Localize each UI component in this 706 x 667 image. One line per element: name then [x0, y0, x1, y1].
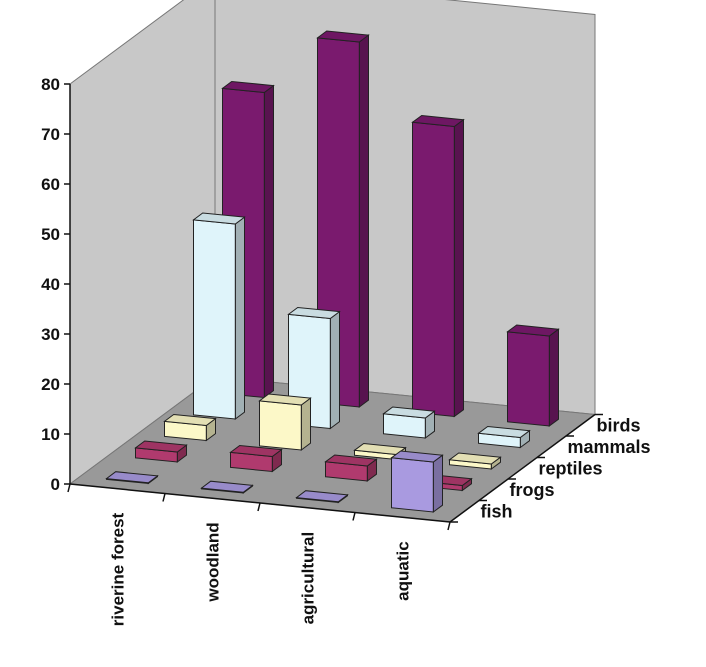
x-tick	[352, 512, 356, 521]
y-tick-label: 40	[41, 275, 60, 294]
series-label: reptiles	[539, 458, 603, 478]
bar-top	[411, 114, 465, 128]
bar-top	[221, 80, 275, 94]
bar-top	[316, 30, 370, 43]
bar-side	[263, 84, 274, 399]
series-label: mammals	[568, 437, 651, 457]
bar-top	[324, 454, 378, 467]
bar-top	[295, 490, 349, 503]
x-tick	[162, 493, 166, 502]
bar-side	[432, 454, 443, 513]
bar-frogs-agricultural	[324, 454, 378, 482]
bar-fish-agricultural	[295, 490, 349, 504]
bar-mammals-aquatic	[477, 425, 531, 449]
bar-mammals-agricultural	[382, 406, 436, 439]
depth-axis-line	[449, 413, 596, 523]
bar-frogs-riverine-forest	[134, 440, 188, 463]
bar-top	[390, 450, 444, 463]
series-label: frogs	[510, 480, 555, 500]
bar-birds-agricultural	[411, 114, 465, 418]
x-tick	[67, 483, 71, 493]
bar-front	[391, 457, 434, 513]
y-tick-label: 30	[41, 325, 60, 344]
bar-front	[412, 121, 455, 418]
bar-side	[548, 328, 559, 427]
y-tick-label: 80	[41, 75, 60, 94]
bar-top	[229, 444, 283, 458]
bar-front	[259, 400, 302, 451]
y-tick-label: 10	[41, 425, 60, 444]
bar-top	[200, 480, 254, 493]
bar-top	[105, 471, 159, 484]
bar-top	[477, 425, 531, 439]
chart-labels: 0 10 20 30 40 50 60 70 80 riverine forest woodland…	[41, 75, 650, 626]
bar-top	[448, 452, 502, 465]
bar-fish-riverine-forest	[105, 471, 159, 485]
bar-side	[329, 310, 340, 430]
category-label: aquatic	[393, 541, 412, 601]
bar-fish-aquatic	[390, 450, 444, 513]
bar-top	[134, 440, 188, 453]
bar-top	[353, 442, 407, 456]
bar-top	[287, 306, 341, 320]
bar-side	[234, 216, 245, 420]
bar-side	[300, 397, 311, 451]
chart-axes	[64, 83, 603, 531]
bar-frogs-woodland	[229, 444, 283, 473]
bar-fish-woodland	[200, 480, 254, 494]
x-tick	[447, 521, 451, 531]
bar-front	[193, 219, 236, 420]
bar-birds-aquatic	[506, 324, 560, 427]
bar-mammals-riverine-forest	[192, 212, 246, 420]
y-tick-label: 60	[41, 175, 60, 194]
chart-bars	[105, 30, 560, 513]
y-tick-label: 50	[41, 225, 60, 244]
series-label: fish	[481, 501, 513, 521]
bar-front	[507, 331, 550, 427]
series-label: birds	[597, 415, 641, 435]
y-tick-label: 20	[41, 375, 60, 394]
y-tick-label: 0	[51, 475, 60, 494]
bar-side	[453, 118, 464, 418]
bar-top	[382, 406, 436, 419]
bar-top	[506, 324, 560, 337]
category-label: agricultural	[298, 532, 317, 625]
category-label: woodland	[203, 522, 222, 602]
bar-top	[192, 212, 246, 225]
bar-reptiles-riverine-forest	[163, 413, 217, 442]
bar-side	[358, 34, 369, 408]
bar-top	[163, 413, 217, 427]
bar-reptiles-woodland	[258, 393, 312, 451]
bar-top	[258, 393, 312, 406]
category-label: riverine forest	[108, 512, 127, 626]
x-tick	[257, 502, 261, 512]
y-tick-label: 70	[41, 125, 60, 144]
bar-reptiles-aquatic	[448, 452, 502, 470]
